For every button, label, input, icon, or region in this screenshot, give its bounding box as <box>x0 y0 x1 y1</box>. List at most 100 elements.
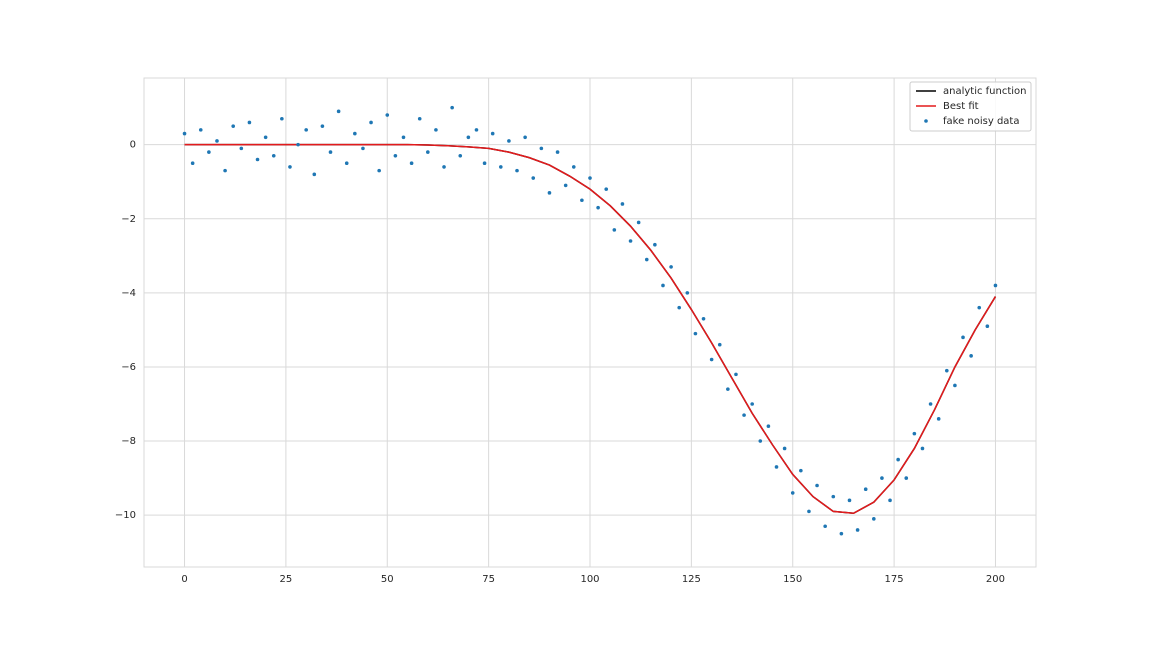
scatter-point <box>490 131 495 136</box>
scatter-point <box>271 153 276 158</box>
scatter-point <box>434 128 438 132</box>
scatter-point <box>977 305 982 310</box>
scatter-point <box>198 128 203 132</box>
scatter-point <box>223 168 227 173</box>
scatter-point <box>847 498 852 503</box>
scatter-point <box>393 153 398 158</box>
scatter-point <box>799 468 803 473</box>
scatter-point <box>515 168 519 173</box>
scatter-point <box>969 354 973 358</box>
scatter-point <box>288 165 292 169</box>
x-tick-label: 50 <box>381 574 394 585</box>
scatter-point <box>855 528 860 532</box>
scatter-point <box>312 172 317 177</box>
scatter-point <box>207 150 211 154</box>
legend-label: fake noisy data <box>943 116 1019 127</box>
scatter-point <box>863 487 868 492</box>
legend-label: Best fit <box>943 101 979 112</box>
scatter-point <box>280 116 284 121</box>
legend: analytic function Best fit fake noisy data <box>909 81 1032 132</box>
scatter-point <box>677 305 681 310</box>
x-tick-label: 200 <box>986 574 1005 585</box>
scatter-point <box>904 476 909 480</box>
scatter-point <box>588 176 592 180</box>
x-tick-label: 100 <box>580 574 599 585</box>
x-tick-label: 175 <box>885 574 904 585</box>
scatter-point <box>612 228 617 232</box>
scatter-point <box>888 498 892 503</box>
scatter-point <box>442 165 446 169</box>
scatter-point <box>782 446 787 451</box>
x-tick-label: 75 <box>482 574 495 585</box>
scatter-point <box>628 239 633 243</box>
scatter-point <box>474 128 479 132</box>
scatter-point <box>831 494 836 499</box>
scatter-point <box>896 457 900 462</box>
scatter-point <box>734 372 738 377</box>
legend-box <box>909 81 1032 132</box>
scatter-point <box>450 105 454 110</box>
scatter-point <box>961 335 965 340</box>
scatter-point <box>790 491 795 495</box>
scatter-point <box>620 202 625 206</box>
x-tick-label: 25 <box>280 574 293 585</box>
scatter-point <box>263 135 268 140</box>
scatter-point <box>377 168 381 173</box>
scatter-point <box>417 116 422 121</box>
scatter-point <box>304 128 308 132</box>
scatter-point <box>653 242 657 247</box>
scatter-point <box>912 431 917 436</box>
legend-marker <box>924 119 928 123</box>
scatter-point <box>742 413 746 417</box>
scatter-point <box>426 150 430 154</box>
scatter-point <box>571 165 576 169</box>
y-tick-label: −8 <box>121 436 136 447</box>
line <box>184 143 997 515</box>
scatter-point <box>547 191 552 195</box>
scatter-point <box>539 146 544 151</box>
scatter-point <box>385 113 390 117</box>
scatter-point <box>693 331 698 336</box>
scatter-point <box>726 387 730 391</box>
scatter-point <box>555 150 560 154</box>
scatter-point <box>596 205 600 210</box>
scatter-point <box>880 476 884 480</box>
scatter-point <box>369 120 373 125</box>
scatter-point <box>336 109 341 114</box>
scatter-point <box>701 316 706 321</box>
scatter-point <box>458 153 463 158</box>
scatter-point <box>839 531 844 536</box>
x-tick-label: 125 <box>682 574 701 585</box>
y-tick-label: 0 <box>130 140 136 151</box>
scatter-point <box>361 146 365 151</box>
y-tick-label: −2 <box>121 214 136 225</box>
scatter-point <box>920 446 925 451</box>
scatter-point <box>296 142 300 147</box>
scatter-point <box>766 424 771 429</box>
scatter-point <box>928 402 933 406</box>
scatter-point <box>182 131 187 136</box>
scatter-point <box>328 150 333 154</box>
scatter-point <box>507 139 511 143</box>
scatter-point <box>499 165 503 169</box>
scatter-point <box>685 291 690 295</box>
scatter-point <box>823 524 827 529</box>
scatter-point <box>231 124 235 128</box>
scatter-point <box>215 139 219 143</box>
scatter-point <box>580 198 584 203</box>
scatter-point <box>993 283 998 288</box>
scatter-point <box>807 509 811 514</box>
scatter-point <box>531 176 536 180</box>
scatter-point <box>636 220 641 225</box>
scatter-point <box>353 131 357 136</box>
scatter-point <box>466 135 471 140</box>
scatter-point <box>815 483 819 488</box>
scatter-point <box>644 257 649 262</box>
y-tick-label: −10 <box>115 510 136 521</box>
scatter-point <box>758 439 763 443</box>
scatter-point <box>872 517 876 521</box>
scatter-point <box>523 135 527 140</box>
scatter-point <box>401 135 406 140</box>
scatter-point <box>409 161 414 166</box>
